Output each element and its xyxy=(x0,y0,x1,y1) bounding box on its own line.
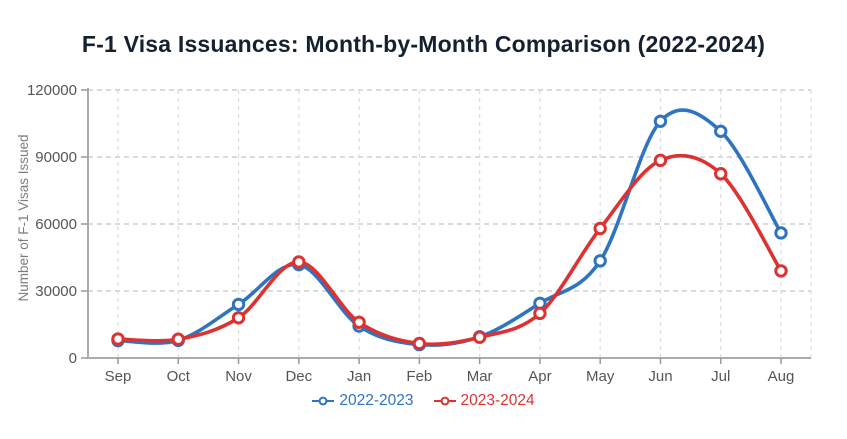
legend-label-2023-2024: 2023-2024 xyxy=(460,392,535,409)
y-tick-label: 120000 xyxy=(27,82,77,99)
y-axis-title: Number of F-1 Visas Issued xyxy=(16,134,31,301)
data-point-marker-2022-2023 xyxy=(593,254,607,268)
x-tick-label: Dec xyxy=(285,368,312,385)
x-tick-label: Mar xyxy=(467,368,493,385)
x-tick-label: Jun xyxy=(648,368,672,385)
y-tick-label: 30000 xyxy=(35,283,77,300)
data-point-marker-2022-2023 xyxy=(231,297,246,312)
data-point-marker-2023-2024 xyxy=(412,336,427,351)
x-tick-label: May xyxy=(586,368,615,385)
data-point-marker-2022-2023 xyxy=(774,226,788,240)
x-tick-label: Aug xyxy=(768,368,795,385)
y-tick-label: 0 xyxy=(69,350,77,367)
data-point-marker-2023-2024 xyxy=(111,332,125,346)
data-point-marker-2023-2024 xyxy=(472,330,487,344)
data-point-marker-2023-2024 xyxy=(533,306,547,321)
data-point-marker-2023-2024 xyxy=(292,255,306,269)
data-point-marker-2023-2024 xyxy=(653,153,668,168)
data-point-marker-2022-2023 xyxy=(714,124,728,139)
legend-label-2022-2023: 2022-2023 xyxy=(339,392,414,409)
legend-item-2022-2023: 2022-2023 xyxy=(312,392,414,410)
y-tick-label: 60000 xyxy=(35,216,77,233)
x-tick-label: Nov xyxy=(225,368,252,385)
chart-legend: 2022-2023 2023-2024 xyxy=(0,392,847,410)
data-point-marker-2023-2024 xyxy=(352,315,366,329)
chart-title: F-1 Visa Issuances: Month-by-Month Compa… xyxy=(81,31,766,58)
legend-item-2023-2024: 2023-2024 xyxy=(433,392,535,410)
legend-marker-2022-2023-icon xyxy=(312,396,335,406)
x-tick-label: Feb xyxy=(406,368,432,385)
data-point-marker-2022-2023 xyxy=(653,114,668,128)
data-point-marker-2023-2024 xyxy=(593,221,607,236)
x-tick-label: Jul xyxy=(711,368,730,385)
data-point-marker-2023-2024 xyxy=(231,311,246,325)
x-tick-label: Sep xyxy=(105,368,132,385)
series-line-2022-2023 xyxy=(116,108,783,347)
data-point-marker-2023-2024 xyxy=(714,167,728,181)
y-tick-label: 90000 xyxy=(35,149,77,166)
data-point-marker-2023-2024 xyxy=(774,264,788,278)
series-line-2023-2024 xyxy=(116,153,783,347)
x-tick-label: Jan xyxy=(347,368,371,385)
x-tick-label: Apr xyxy=(528,368,551,385)
legend-marker-2023-2024-icon xyxy=(433,396,456,406)
data-point-marker-2023-2024 xyxy=(171,332,185,346)
x-tick-label: Oct xyxy=(167,368,191,385)
